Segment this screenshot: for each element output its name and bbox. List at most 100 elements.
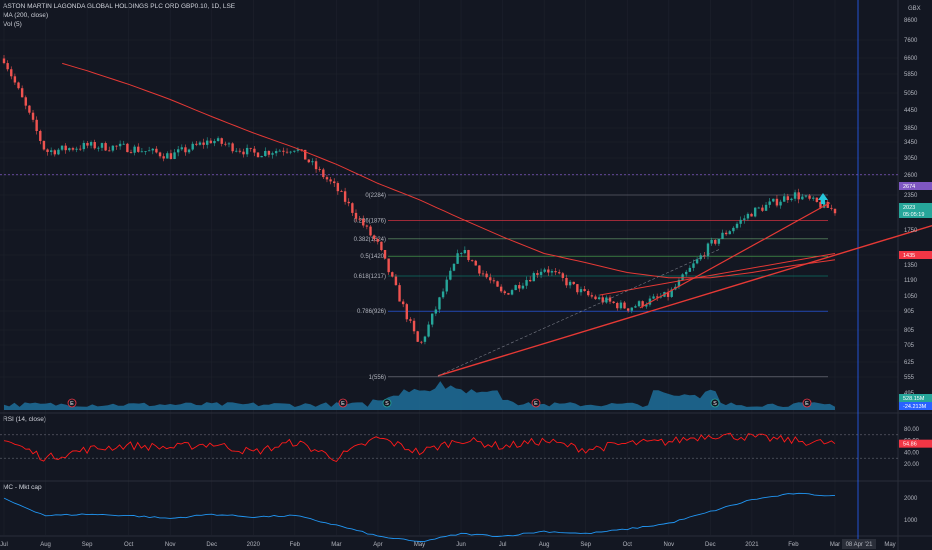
candle-body — [97, 148, 99, 149]
candle-body — [573, 282, 575, 284]
candle-body — [242, 152, 244, 155]
rsi-badge-label: 54.86 — [903, 442, 917, 448]
time-axis-label: Nov — [663, 542, 674, 548]
price-tick-label: 5850 — [904, 72, 918, 78]
candle-body — [68, 148, 70, 150]
candle-body — [162, 156, 164, 158]
candle-body — [275, 151, 277, 153]
price-tick-label: 805 — [904, 328, 915, 334]
candle-body — [587, 291, 589, 295]
event-marker-letter: S — [385, 401, 389, 407]
candle-body — [420, 342, 422, 343]
candle-body — [54, 150, 56, 154]
candle-body — [478, 265, 480, 273]
candle-body — [86, 143, 88, 146]
candle-body — [170, 153, 172, 159]
price-badge-label: -24.213M — [903, 404, 927, 410]
time-axis-label: Feb — [788, 542, 799, 548]
time-axis-label: Mar — [830, 542, 840, 548]
time-axis-label: May — [414, 542, 425, 548]
candle-body — [493, 280, 495, 281]
candle-body — [268, 151, 270, 155]
candle-body — [511, 290, 513, 295]
candle-body — [710, 240, 712, 244]
candle-body — [612, 302, 614, 303]
candle-body — [377, 239, 379, 242]
mc-tick-label: 1000 — [904, 518, 918, 524]
time-axis-label: Sep — [580, 542, 591, 548]
candle-body — [514, 285, 516, 290]
time-axis-label: Oct — [623, 542, 633, 548]
candle-body — [235, 151, 237, 152]
candle-body — [725, 233, 727, 234]
candle-body — [830, 208, 832, 209]
candle-body — [743, 218, 745, 219]
candle-body — [754, 208, 756, 217]
event-marker-letter: E — [70, 401, 74, 407]
fibonacci-retracement: 0(2284)0.236(1876)0.382(1624)0.5(1420)0.… — [354, 193, 828, 381]
candle-body — [681, 274, 683, 280]
price-tick-label: 5050 — [904, 91, 918, 97]
candle-body — [340, 191, 342, 192]
candle-body — [475, 261, 477, 266]
candle-body — [57, 150, 59, 155]
candle-body — [181, 147, 183, 149]
price-tick-label: 6600 — [904, 56, 918, 62]
price-tick-label: 3850 — [904, 126, 918, 132]
candle-body — [133, 147, 135, 153]
price-tick-label: 1350 — [904, 263, 918, 269]
rsi-tick-label: 40.00 — [904, 450, 920, 456]
candle-body — [311, 161, 313, 162]
candle-body — [279, 151, 281, 152]
candle-body — [496, 281, 498, 286]
candle-body — [173, 152, 175, 159]
candle-body — [282, 151, 284, 152]
candle-body — [322, 169, 324, 177]
candle-body — [195, 144, 197, 145]
fib-level-label: 0(2284) — [365, 193, 386, 199]
candle-body — [460, 253, 462, 254]
candle-body — [43, 141, 45, 149]
candle-body — [714, 240, 716, 244]
candle-body — [148, 150, 150, 151]
candle-body — [638, 301, 640, 306]
candle-body — [239, 151, 241, 152]
candle-body — [525, 280, 527, 286]
candle-body — [260, 156, 262, 157]
candle-body — [598, 297, 600, 299]
candle-body — [199, 143, 201, 145]
time-axis-label: Aug — [40, 542, 51, 548]
mc-tick-label: 2000 — [904, 496, 918, 502]
time-axis-label: Dec — [705, 542, 716, 548]
candle-body — [25, 97, 27, 105]
candle-body — [554, 271, 556, 272]
candle-body — [758, 208, 760, 209]
candle-body — [591, 295, 593, 296]
candle-body — [834, 209, 836, 213]
candle-body — [547, 270, 549, 273]
candle-body — [32, 113, 34, 120]
candle-body — [808, 196, 810, 199]
candle-body — [108, 150, 110, 151]
candle-body — [500, 287, 502, 292]
candle-body — [616, 303, 618, 308]
candle-body — [177, 149, 179, 152]
candle-body — [369, 227, 371, 236]
candle-body — [620, 303, 622, 309]
candle-body — [750, 214, 752, 217]
candle-body — [623, 303, 625, 309]
candle-body — [772, 199, 774, 202]
candle-body — [39, 131, 41, 141]
candle-body — [50, 150, 52, 152]
candle-body — [562, 273, 564, 278]
candle-body — [765, 205, 767, 211]
candle-body — [184, 147, 186, 152]
candle-body — [779, 202, 781, 206]
candle-body — [409, 319, 411, 321]
candle-body — [518, 285, 520, 288]
candle-body — [424, 337, 426, 342]
candle-body — [536, 273, 538, 275]
rsi-tick-label: 20.00 — [904, 462, 920, 468]
